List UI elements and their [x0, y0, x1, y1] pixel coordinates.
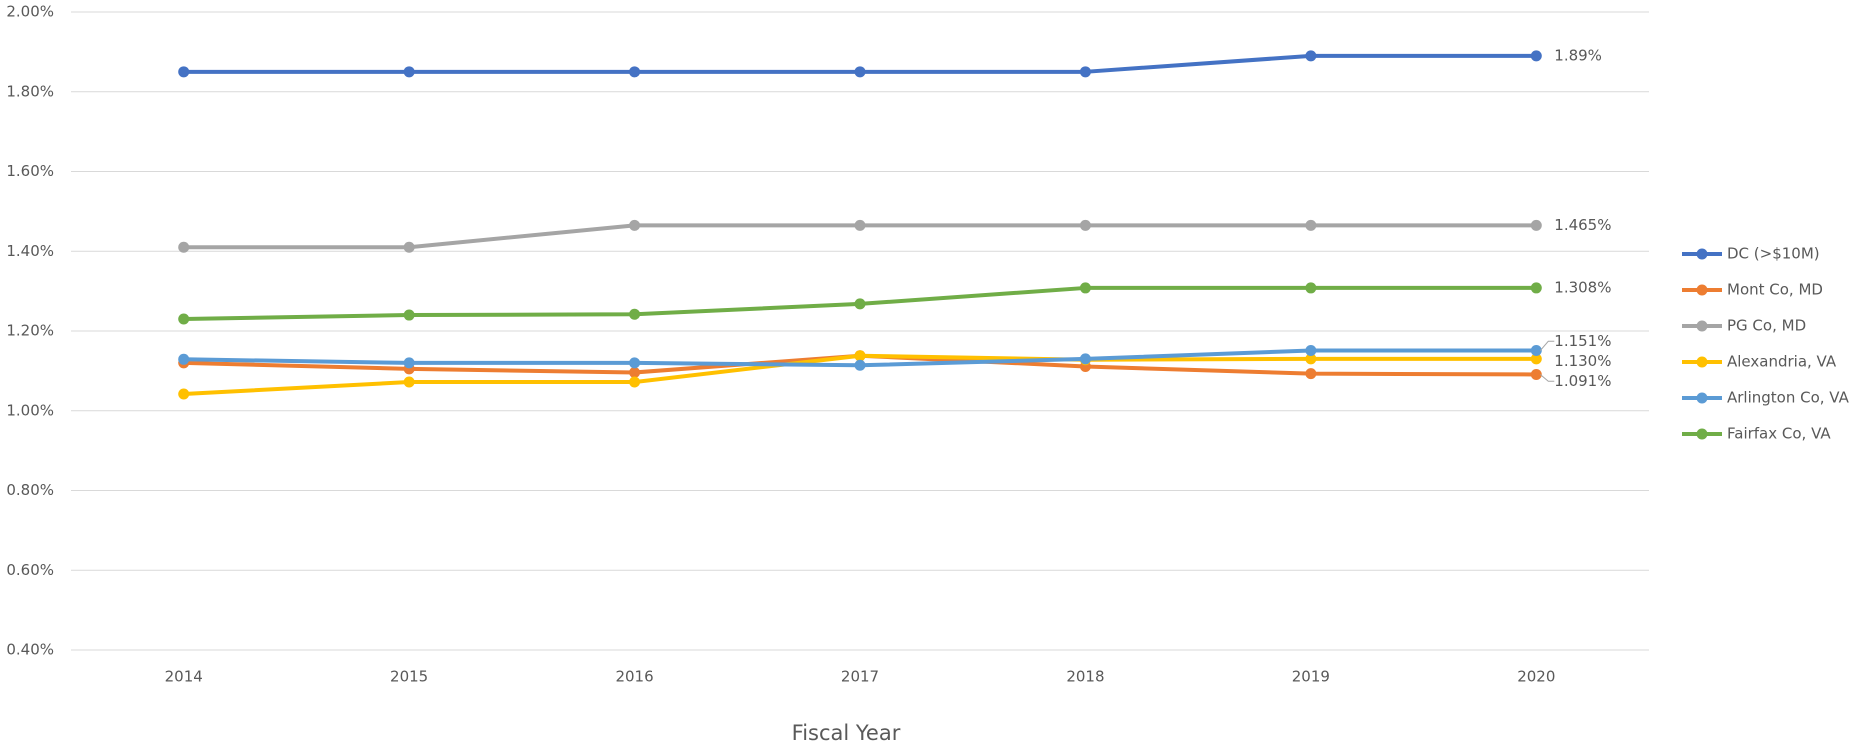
- data-point: [178, 388, 190, 400]
- legend-label: Fairfax Co, VA: [1727, 425, 1831, 443]
- data-point: [1079, 353, 1091, 365]
- legend-marker: [1696, 284, 1708, 296]
- data-point: [1305, 368, 1317, 380]
- legend-label: Arlington Co, VA: [1727, 389, 1850, 407]
- legend-marker: [1696, 320, 1708, 332]
- y-tick-label: 1.20%: [6, 322, 54, 340]
- data-point: [1079, 219, 1091, 231]
- y-tick-label: 1.60%: [6, 162, 54, 180]
- legend-label: DC (>$10M): [1727, 245, 1820, 263]
- data-label: 1.091%: [1554, 372, 1611, 390]
- y-tick-label: 0.40%: [6, 641, 54, 659]
- legend-label: PG Co, MD: [1727, 317, 1806, 335]
- data-point: [178, 353, 190, 365]
- legend-marker: [1696, 428, 1708, 440]
- data-label: 1.89%: [1554, 46, 1602, 64]
- data-point: [629, 66, 641, 78]
- legend-label: Alexandria, VA: [1727, 353, 1837, 371]
- data-point: [1530, 282, 1542, 294]
- x-tick-label: 2020: [1517, 668, 1555, 686]
- y-tick-label: 0.60%: [6, 561, 54, 579]
- y-tick-label: 1.40%: [6, 242, 54, 260]
- data-point: [1305, 282, 1317, 294]
- data-point: [629, 357, 641, 369]
- data-point: [1305, 353, 1317, 365]
- data-point: [178, 66, 190, 78]
- leader-line: [1539, 340, 1555, 351]
- data-point: [1079, 66, 1091, 78]
- data-point: [1305, 50, 1317, 62]
- x-tick-label: 2016: [615, 668, 653, 686]
- y-tick-label: 0.80%: [6, 481, 54, 499]
- x-tick-label: 2019: [1292, 668, 1330, 686]
- leader-line: [1539, 374, 1555, 382]
- data-point: [1530, 368, 1542, 380]
- x-tick-label: 2014: [165, 668, 203, 686]
- data-point: [1305, 219, 1317, 231]
- x-tick-label: 2018: [1066, 668, 1104, 686]
- data-label: 1.308%: [1554, 278, 1611, 296]
- data-point: [1079, 282, 1091, 294]
- data-point: [629, 376, 641, 388]
- data-point: [178, 313, 190, 325]
- legend-marker: [1696, 356, 1708, 368]
- y-tick-label: 1.80%: [6, 82, 54, 100]
- data-label: 1.130%: [1554, 352, 1611, 370]
- data-label: 1.465%: [1554, 216, 1611, 234]
- data-point: [403, 357, 415, 369]
- data-point: [629, 366, 641, 378]
- data-point: [403, 66, 415, 78]
- x-tick-label: 2015: [390, 668, 428, 686]
- data-point: [1530, 345, 1542, 357]
- y-tick-label: 1.00%: [6, 401, 54, 419]
- legend-marker: [1696, 392, 1708, 404]
- data-point: [1530, 219, 1542, 231]
- data-point: [1530, 353, 1542, 365]
- data-point: [1305, 345, 1317, 357]
- data-point: [629, 219, 641, 231]
- data-point: [1530, 50, 1542, 62]
- data-point: [403, 376, 415, 388]
- data-point: [854, 298, 866, 310]
- data-point: [403, 309, 415, 321]
- legend-label: Mont Co, MD: [1727, 281, 1823, 299]
- data-point: [854, 359, 866, 371]
- y-tick-label: 2.00%: [6, 3, 54, 21]
- data-point: [854, 219, 866, 231]
- data-point: [178, 241, 190, 253]
- data-label: 1.151%: [1554, 332, 1611, 350]
- x-axis-title: Fiscal Year: [792, 721, 901, 745]
- data-point: [854, 66, 866, 78]
- legend-marker: [1696, 248, 1708, 260]
- data-point: [629, 308, 641, 320]
- data-point: [854, 350, 866, 362]
- data-point: [403, 241, 415, 253]
- x-tick-label: 2017: [841, 668, 879, 686]
